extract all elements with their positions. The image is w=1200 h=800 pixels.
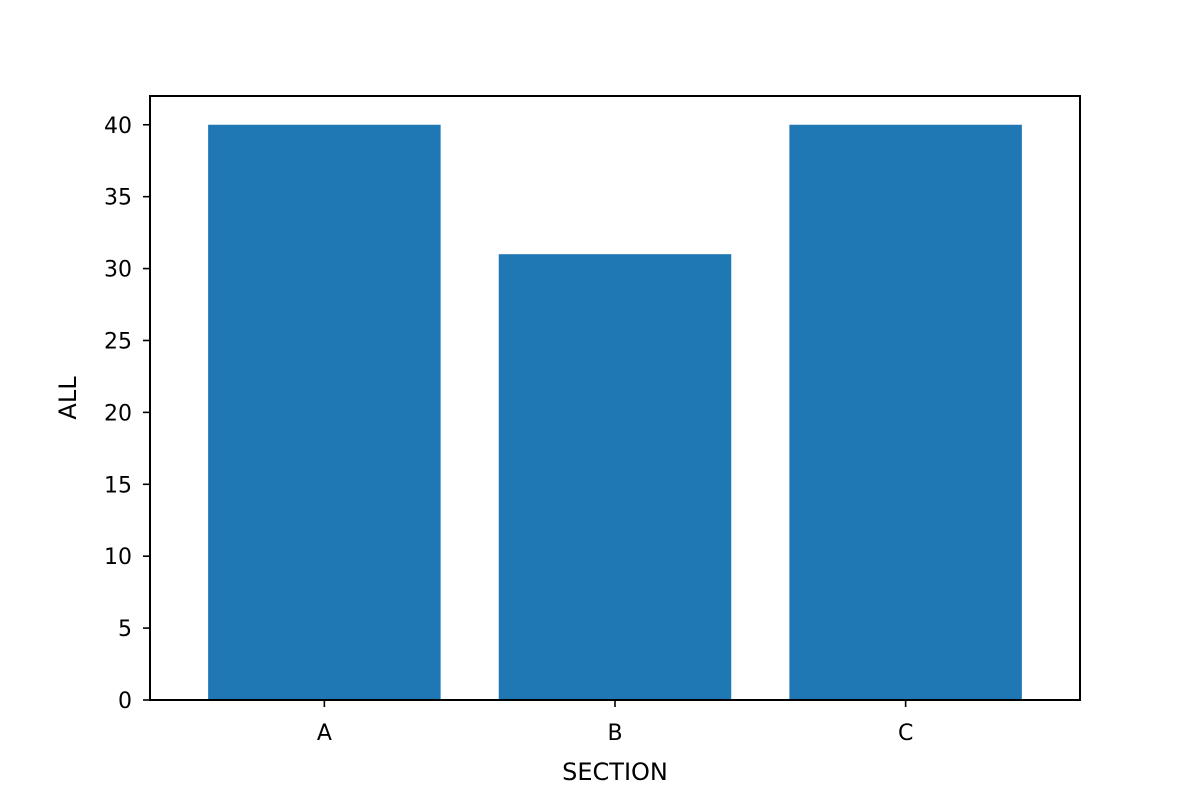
x-tick-label-C: C: [898, 721, 913, 746]
bar-A: [208, 124, 441, 700]
y-tick-label-35: 35: [104, 186, 132, 211]
y-tick-label-25: 25: [104, 329, 132, 354]
x-axis-label: SECTION: [562, 758, 668, 786]
y-tick-label-20: 20: [104, 401, 132, 426]
y-tick-label-0: 0: [118, 689, 132, 714]
x-tick-label-A: A: [317, 721, 332, 746]
bar-C: [789, 124, 1022, 700]
bar-B: [498, 254, 732, 700]
x-axis: A B C: [317, 700, 913, 746]
bars: [208, 124, 1022, 700]
y-tick-label-10: 10: [104, 545, 132, 570]
y-tick-label-40: 40: [104, 114, 132, 139]
y-axis: 0 5 10 15 20 25 30 35 40: [104, 114, 150, 714]
x-tick-label-B: B: [607, 721, 622, 746]
y-axis-label: ALL: [54, 376, 82, 420]
y-tick-label-30: 30: [104, 258, 132, 283]
y-tick-label-15: 15: [104, 473, 132, 498]
plot-frame: [149, 95, 1081, 701]
y-tick-label-5: 5: [118, 617, 132, 642]
